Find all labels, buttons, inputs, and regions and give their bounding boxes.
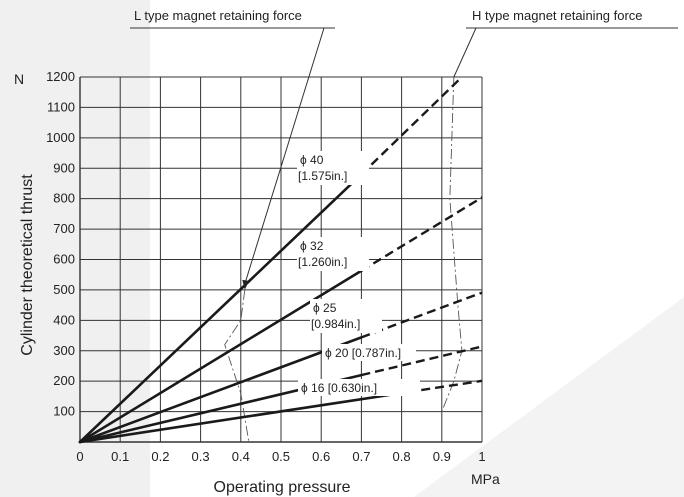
- x-tick-label: 0.7: [352, 449, 370, 464]
- x-tick-label: 0: [76, 449, 83, 464]
- y-tick-label: 1000: [46, 130, 75, 145]
- l-type-callout-arrowhead: [242, 279, 249, 290]
- x-tick-label: 0.2: [151, 449, 169, 464]
- y-tick-label: 100: [53, 404, 75, 419]
- series-label-background: [297, 151, 369, 185]
- l-type-callout-leader: [244, 27, 325, 285]
- series-line-solid: [78, 336, 363, 444]
- series-label: ϕ 25: [313, 301, 337, 315]
- tick-labels: 0 0.1 0.2 0.3 0.4 0.5 0.6 0.7 0.8 0.9 110020030040…: [46, 69, 486, 464]
- series-label-inch: [1.575in.]: [298, 169, 347, 183]
- y-tick-label: 600: [53, 252, 75, 267]
- series-line-dashed: [360, 76, 463, 176]
- series-label-background: [322, 344, 416, 361]
- series-label-inch: [0.984in.]: [311, 317, 360, 331]
- series-line-dashed: [361, 345, 483, 377]
- x-tick-label: 0.5: [272, 449, 290, 464]
- y-tick-label: 900: [53, 160, 75, 175]
- series-label-background: [297, 237, 369, 271]
- x-tick-label: 0.9: [433, 449, 451, 464]
- series-line-dashed: [360, 196, 483, 272]
- x-tick-label: 0.3: [192, 449, 210, 464]
- series-labels: ϕ 40 [1.575in.] ϕ 32 [1.260in.] ϕ 25 [0.984in…: [297, 151, 420, 396]
- series-line-solid: [78, 173, 363, 444]
- l-type-callout-label: L type magnet retaining force: [134, 8, 302, 23]
- y-tick-label: 400: [53, 312, 75, 327]
- y-tick-label: 500: [53, 282, 75, 297]
- y-tick-label: 200: [53, 373, 75, 388]
- y-tick-label: 1200: [46, 69, 75, 84]
- x-tick-label: 0.8: [393, 449, 411, 464]
- h-type-callout-leader: [453, 27, 477, 78]
- series-line-solid: [78, 392, 395, 444]
- y-tick-label: 300: [53, 343, 75, 358]
- x-tick-label: 0.1: [111, 449, 129, 464]
- series-label-inch: [1.260in.]: [298, 255, 347, 269]
- y-tick-label: 700: [53, 221, 75, 236]
- series-label-background: [310, 299, 382, 333]
- series-label-background: [298, 379, 420, 396]
- series-label: ϕ 20 [0.787in.]: [325, 346, 401, 360]
- y-axis-label: Cylinder theoretical thrust: [19, 174, 36, 356]
- magnet-force-curve: [441, 76, 463, 412]
- x-tick-label: 0.4: [232, 449, 250, 464]
- x-axis-label: Operating pressure: [214, 479, 351, 496]
- series-line-solid: [78, 269, 363, 444]
- callouts: L type magnet retaining force H type magn…: [130, 8, 678, 290]
- y-tick-label: 1100: [47, 99, 75, 114]
- x-tick-label: 0.6: [312, 449, 330, 464]
- y-tick-label: 800: [53, 191, 75, 206]
- series-label: ϕ 32: [300, 239, 324, 253]
- magnet-force-curve: [224, 289, 250, 443]
- series-label: ϕ 16 [0.630in.]: [301, 381, 377, 395]
- series-label: ϕ 40: [300, 153, 324, 167]
- h-type-callout-label: H type magnet retaining force: [472, 8, 643, 23]
- y-unit-label: N: [14, 71, 24, 87]
- x-tick-label: 1: [478, 449, 485, 464]
- x-unit-label: MPa: [471, 471, 500, 487]
- grid: [79, 76, 483, 443]
